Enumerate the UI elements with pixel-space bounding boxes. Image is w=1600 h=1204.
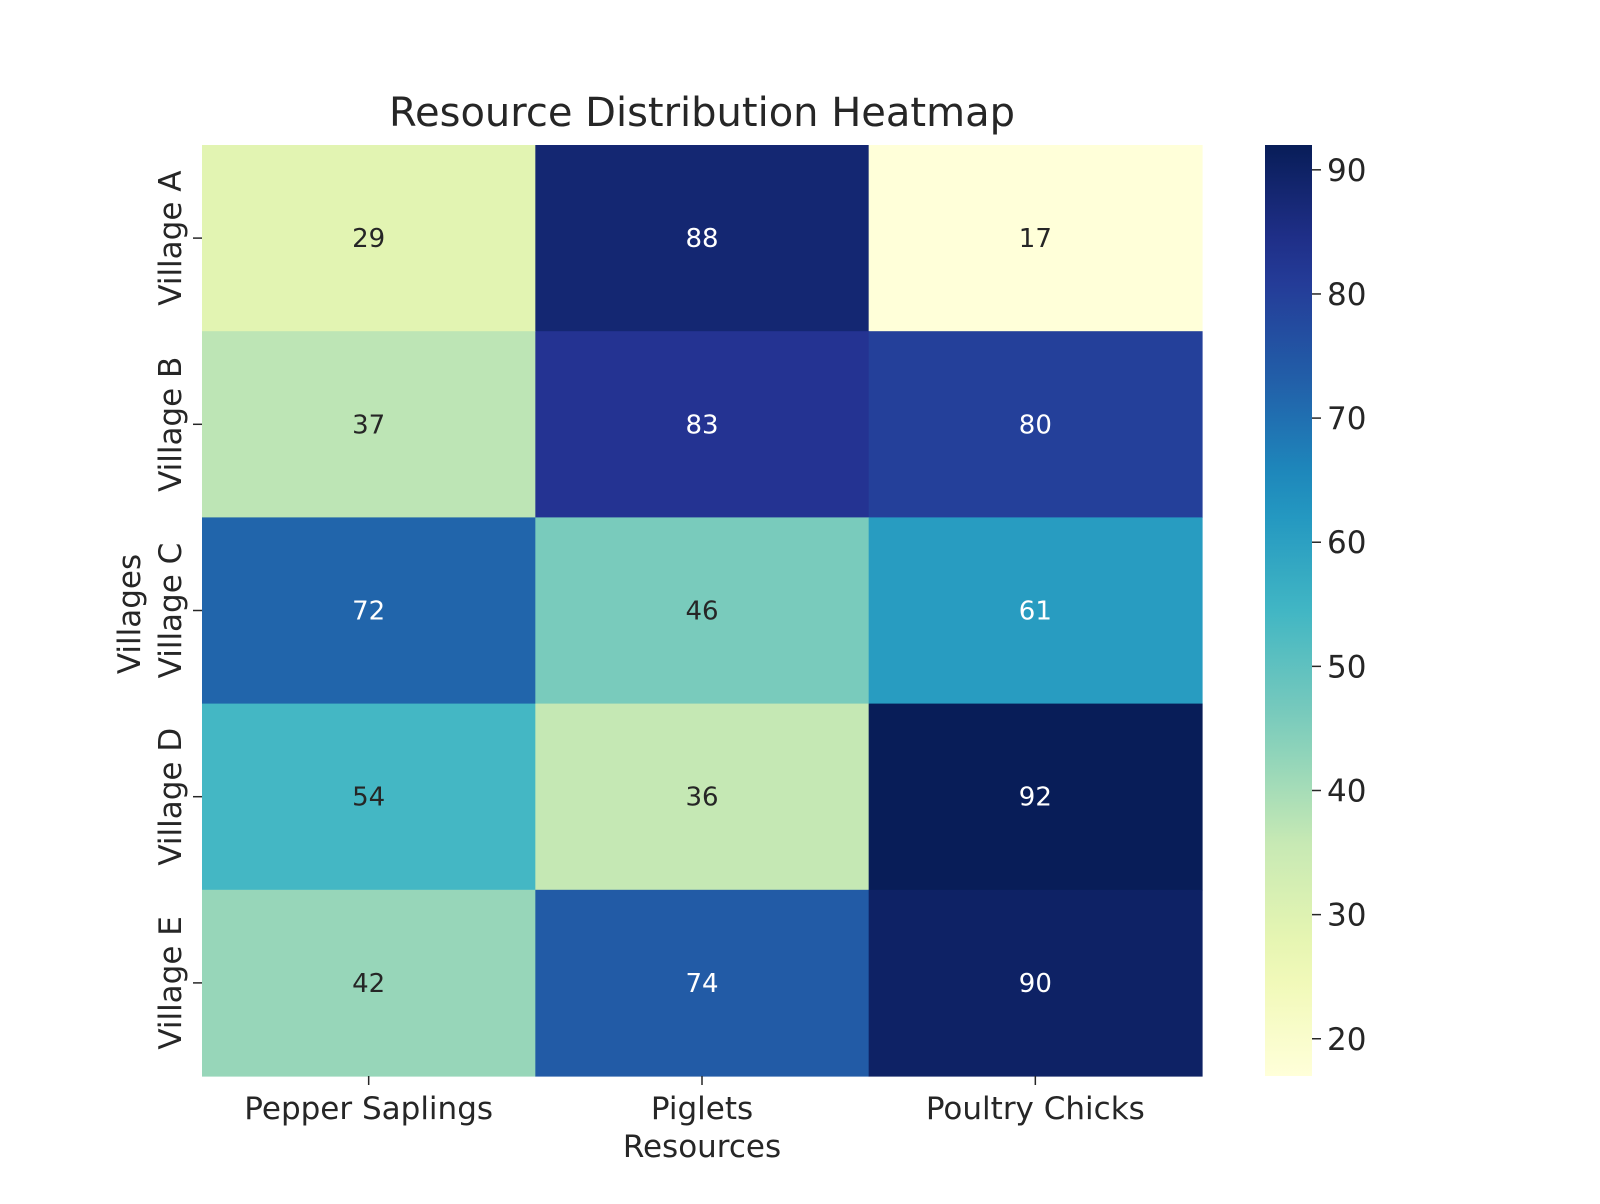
cell-value-label: 54 (352, 783, 385, 813)
colorbar-tick-label: 70 (1327, 401, 1366, 437)
colorbar-tick-label: 90 (1327, 153, 1366, 189)
heatmap-cell (868, 331, 1203, 518)
x-axis-ticks: Pepper Saplings Piglets Poultry Chicks (244, 1076, 1145, 1127)
cell-value-label: 36 (685, 783, 718, 813)
cell-value-label: 46 (685, 597, 718, 627)
heatmap-cell (868, 889, 1203, 1077)
heatmap-cell (535, 145, 870, 332)
colorbar-tick-label: 80 (1327, 277, 1366, 313)
chart-title: Resource Distribution Heatmap (389, 90, 1015, 136)
y-tick-label: Village E (153, 916, 189, 1050)
heatmap-cell (535, 889, 870, 1077)
cell-value-label: 90 (1019, 969, 1052, 999)
x-tick-label: Pepper Saplings (244, 1091, 493, 1127)
heatmap-cell (535, 331, 870, 518)
cell-value-label: 74 (685, 969, 718, 999)
heatmap-cell (868, 517, 1203, 705)
cell-value-label: 80 (1019, 410, 1052, 440)
heatmap-cell (202, 703, 536, 891)
colorbar: 20 30 40 50 60 70 80 90 (1265, 145, 1366, 1076)
cell-annotations: 29 88 17 37 83 80 72 46 61 54 36 92 42 74 90 (352, 224, 1052, 999)
cell-value-label: 17 (1019, 224, 1052, 254)
cell-value-label: 88 (685, 224, 718, 254)
cell-value-label: 37 (352, 410, 385, 440)
x-tick-label: Piglets (651, 1091, 753, 1127)
y-tick-label: Village B (153, 357, 189, 492)
y-tick-label: Village D (153, 728, 189, 866)
y-axis-label: Villages (112, 554, 148, 674)
heatmap-cell (535, 517, 870, 705)
cell-value-label: 61 (1019, 597, 1052, 627)
heatmap-cell (202, 331, 536, 518)
cell-value-label: 92 (1019, 783, 1052, 813)
colorbar-tick-label: 20 (1327, 1022, 1366, 1058)
colorbar-tick-label: 40 (1327, 773, 1366, 809)
colorbar-gradient (1265, 145, 1312, 1076)
heatmap-cell (202, 517, 536, 705)
heatmap-cell (202, 145, 536, 332)
colorbar-tick-label: 50 (1327, 649, 1366, 685)
heatmap-cell (868, 703, 1203, 891)
heatmap-cells (202, 145, 1203, 1077)
y-tick-label: Village C (153, 543, 189, 679)
y-tick-label: Village A (153, 171, 189, 306)
heatmap-cell (535, 703, 870, 891)
x-axis-label: Resources (623, 1129, 781, 1165)
cell-value-label: 83 (685, 410, 718, 440)
colorbar-tick-label: 60 (1327, 525, 1366, 561)
colorbar-tick-label: 30 (1327, 898, 1366, 934)
cell-value-label: 42 (352, 969, 385, 999)
heatmap-cell (868, 145, 1203, 332)
cell-value-label: 29 (352, 224, 385, 254)
x-tick-label: Poultry Chicks (926, 1091, 1145, 1127)
cell-value-label: 72 (352, 597, 385, 627)
heatmap-cell (202, 889, 536, 1077)
y-axis-ticks: Village A Village B Village C Village D Vill… (153, 171, 202, 1050)
